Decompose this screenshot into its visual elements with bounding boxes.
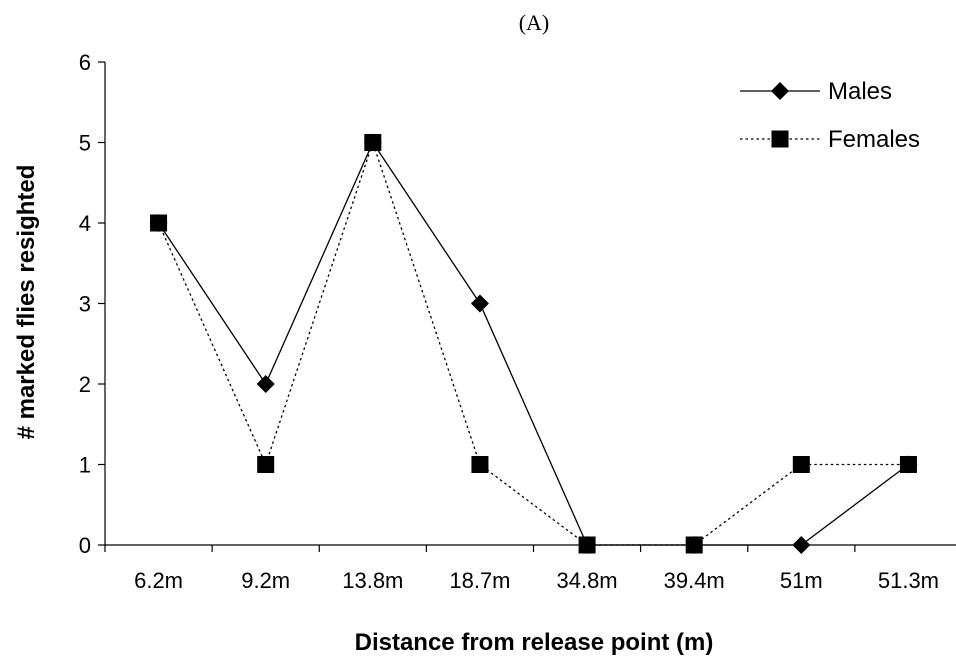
- x-tick-label: 6.2m: [134, 568, 183, 593]
- data-point: [149, 214, 168, 232]
- legend-marker: [771, 130, 789, 148]
- legend-marker: [771, 82, 789, 100]
- series-males: [149, 133, 918, 554]
- y-tick-label: 0: [79, 533, 91, 558]
- legend: Males Females: [740, 78, 920, 153]
- series-line: [157, 140, 909, 546]
- x-tick-label: 34.8m: [556, 568, 617, 593]
- x-tick-label: 51m: [780, 568, 823, 593]
- data-point: [471, 456, 489, 473]
- x-tick-label: 51.3m: [878, 568, 939, 593]
- series-line: [158, 141, 909, 546]
- legend-label: Females: [828, 126, 920, 153]
- data-point: [792, 536, 811, 554]
- data-point: [363, 133, 382, 152]
- data-point: [257, 456, 275, 473]
- x-tick-label: 13.8m: [342, 568, 403, 593]
- y-tick-label: 6: [79, 50, 91, 75]
- legend-item: Females: [740, 126, 920, 153]
- x-tick-label: 18.7m: [449, 568, 510, 593]
- y-tick-label: 3: [79, 292, 91, 317]
- x-axis-title: Distance from release point (m): [355, 629, 714, 656]
- data-point: [685, 536, 704, 554]
- y-axis-title: # marked flies resighted: [13, 165, 40, 440]
- series-females: [150, 134, 917, 554]
- series-layer: [149, 133, 918, 554]
- y-tick-label: 1: [79, 453, 91, 478]
- y-tick-label: 2: [79, 372, 91, 397]
- legend-label: Males: [828, 78, 892, 105]
- legend-item: Males: [740, 78, 892, 105]
- panel-label: (A): [519, 10, 550, 35]
- data-point: [470, 294, 489, 313]
- data-point: [256, 375, 275, 393]
- y-tick-label: 5: [79, 131, 91, 156]
- x-tick-label: 9.2m: [241, 568, 290, 593]
- y-tick-label: 4: [79, 211, 91, 236]
- data-point: [899, 455, 918, 474]
- axes: 0 1 2 3 4 5 6 6.2m 9.2m 13.8m 18.7m 34.8m 39.4m 51m 51…: [79, 50, 956, 593]
- data-point: [792, 456, 810, 473]
- data-point: [578, 536, 597, 554]
- x-tick-label: 39.4m: [664, 568, 725, 593]
